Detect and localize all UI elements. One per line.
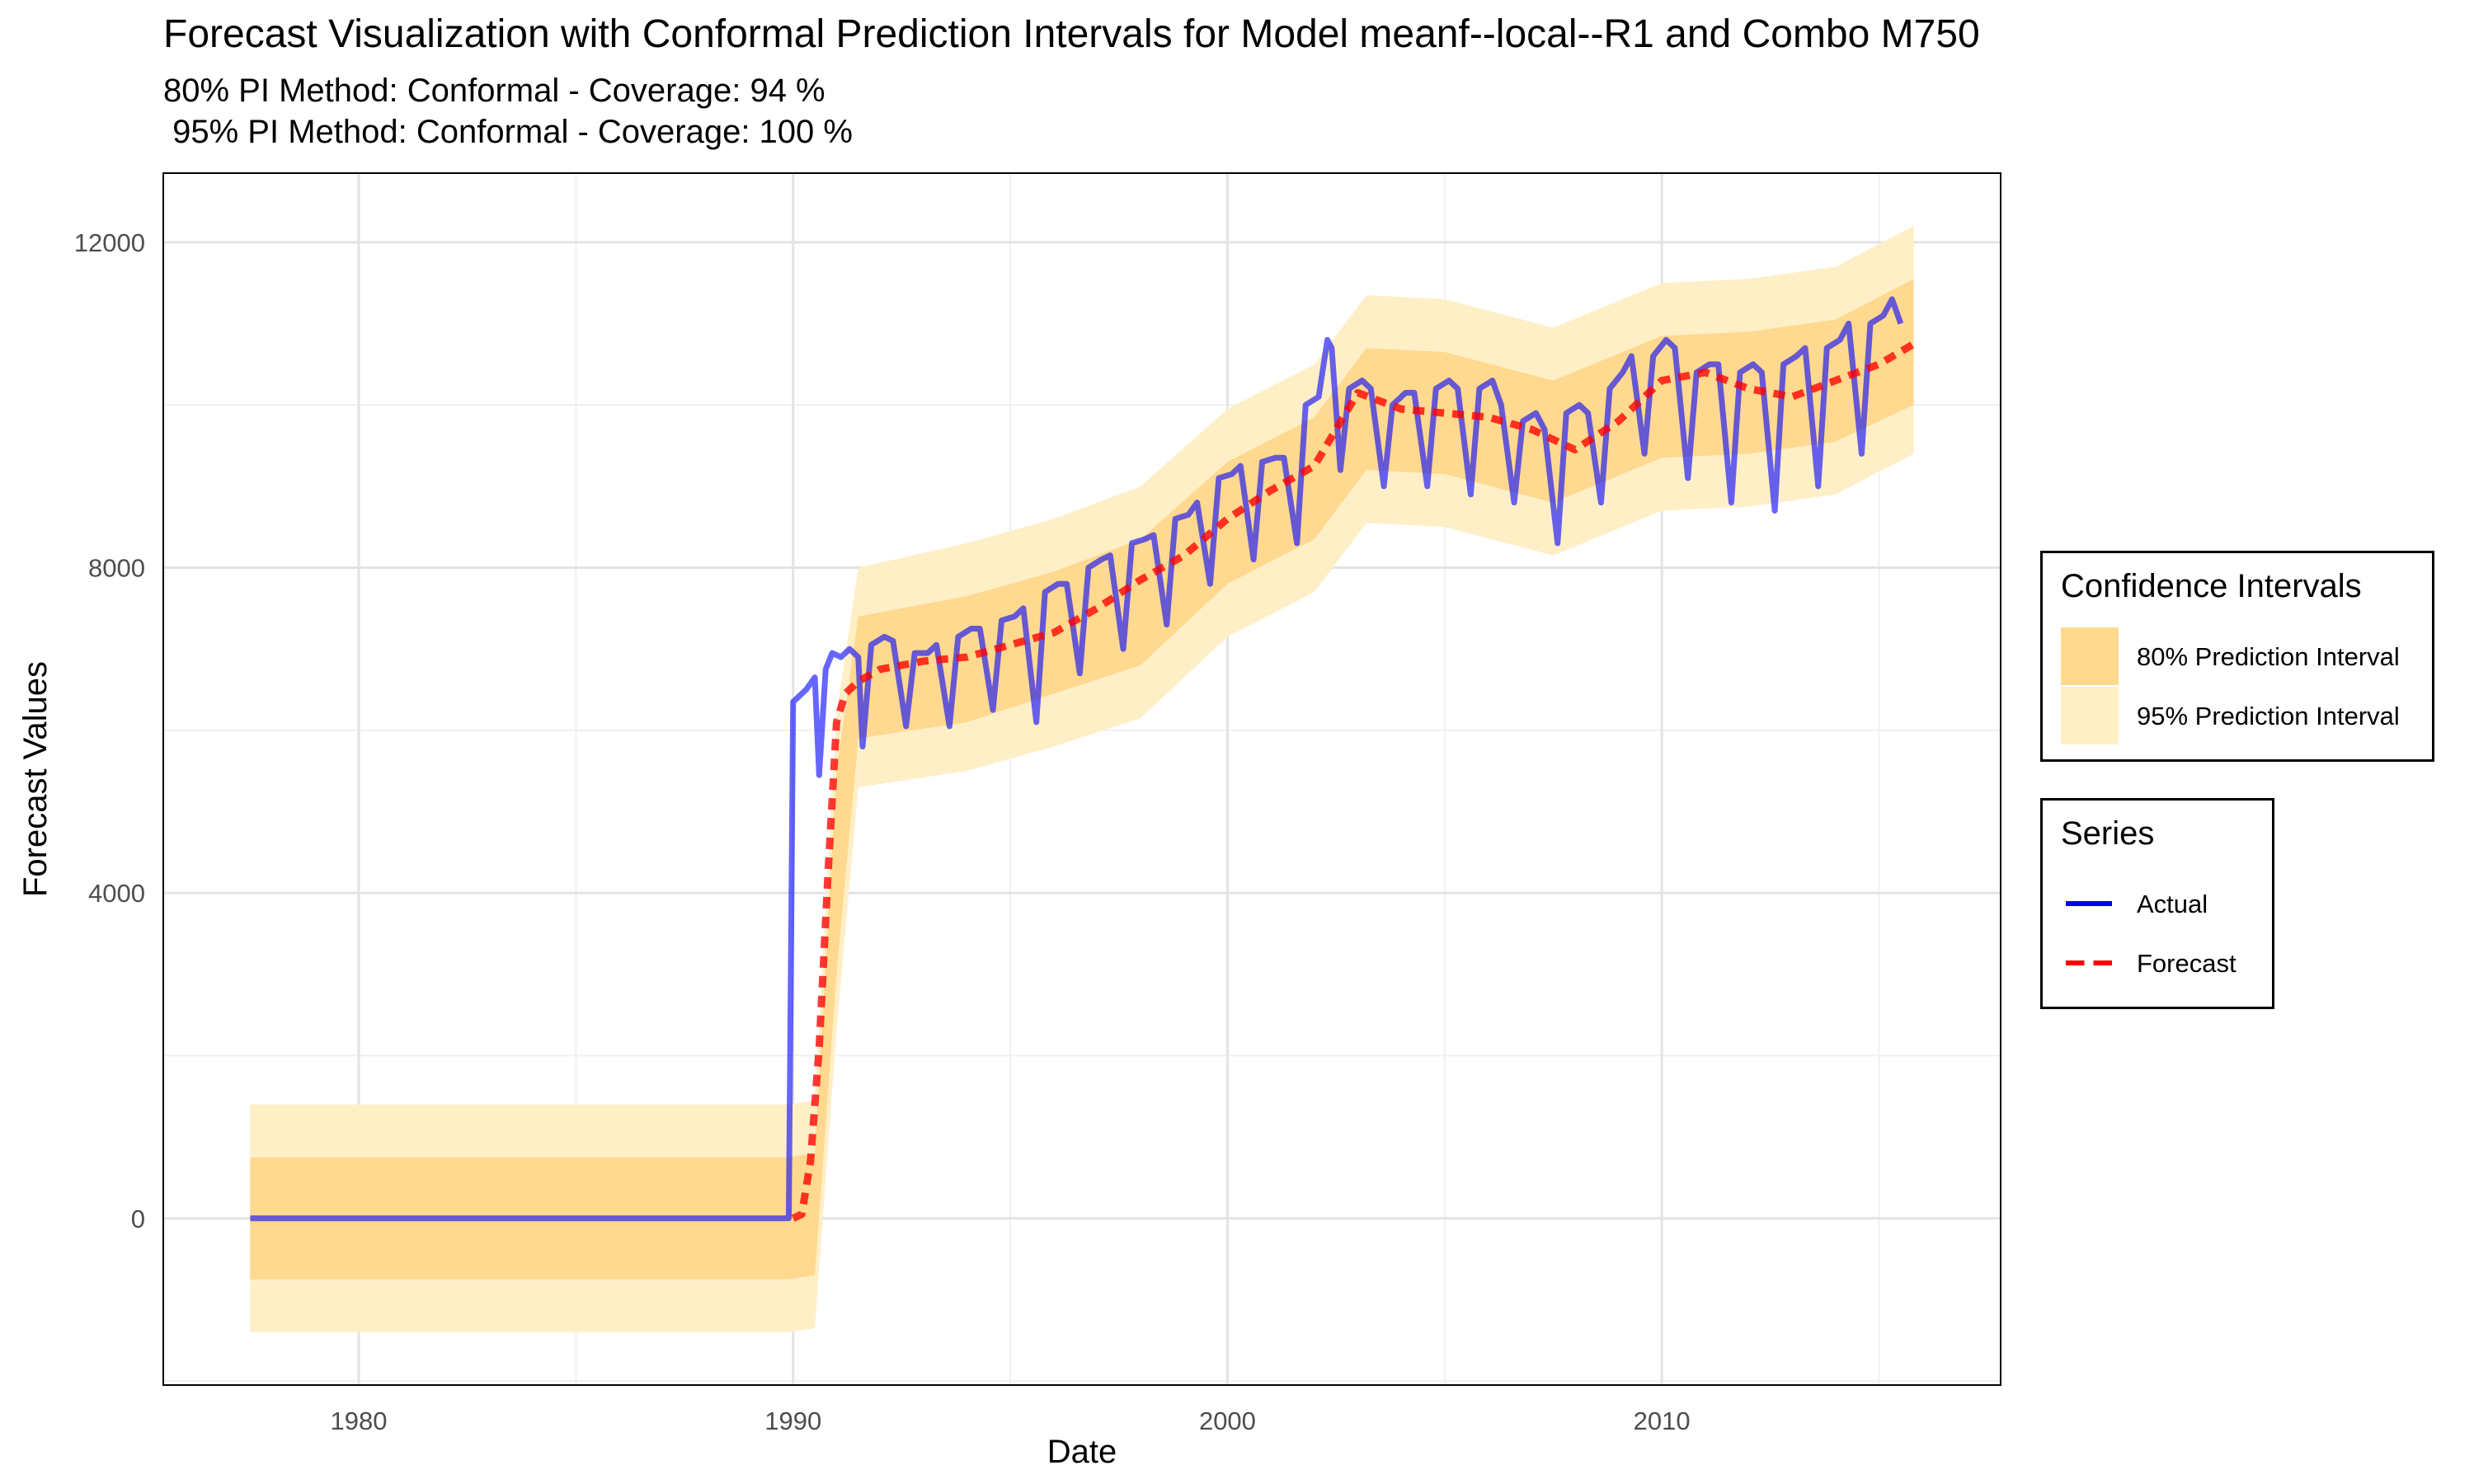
y-tick-label: 4000 [88, 879, 145, 908]
legend-key-80-swatch [2061, 627, 2119, 685]
actual-series-line [250, 296, 1904, 1222]
legend-key-actual [2061, 875, 2119, 932]
chart-subtitle-80: 80% PI Method: Conformal - Coverage: 94 … [163, 73, 825, 109]
legend-series-title: Series [2061, 815, 2155, 852]
legend-series: Series Actual Forecast [2040, 798, 2274, 1009]
legend-line-actual [2066, 901, 2112, 906]
legend-confidence-intervals: Confidence Intervals 80% Prediction Inte… [2040, 551, 2434, 762]
legend-item-actual: Actual [2061, 875, 2259, 932]
y-tick-label: 12000 [74, 228, 145, 257]
y-tick-label: 0 [131, 1205, 145, 1233]
y-tick-label: 8000 [88, 553, 145, 582]
legend-key-forecast [2061, 934, 2119, 992]
x-axis-title: Date [1047, 1434, 1117, 1470]
plot-border [162, 172, 2001, 1386]
legend-label-80: 80% Prediction Interval [2137, 642, 2400, 671]
series-lines [250, 296, 1916, 1222]
chart-title: Forecast Visualization with Conformal Pr… [163, 12, 1980, 56]
y-axis-title: Forecast Values [17, 661, 54, 897]
legend-item-forecast: Forecast [2061, 934, 2259, 992]
x-tick-label: 2010 [1634, 1407, 1691, 1435]
interval-95-band [250, 226, 1914, 1332]
x-tick-label: 2000 [1199, 1407, 1256, 1435]
legend-item-95: 95% Prediction Interval [2061, 687, 2457, 744]
interval-80-band [250, 279, 1914, 1280]
legend-label-forecast: Forecast [2137, 949, 2236, 978]
x-tick-label: 1980 [331, 1407, 388, 1435]
legend-key-95-swatch [2061, 687, 2119, 744]
legend-ci-title: Confidence Intervals [2061, 568, 2362, 604]
tick-labels: 1980 1990 2000 2010 0 4000 8000 12000 [74, 228, 1691, 1435]
legend-label-95: 95% Prediction Interval [2137, 702, 2400, 730]
x-tick-label: 1990 [764, 1407, 821, 1435]
legend-line-forecast [2066, 960, 2112, 965]
legend-item-80: 80% Prediction Interval [2061, 627, 2457, 685]
chart-subtitle-95: 95% PI Method: Conformal - Coverage: 100… [163, 114, 853, 150]
interval-bands [250, 226, 1914, 1332]
legend-label-actual: Actual [2137, 890, 2208, 918]
